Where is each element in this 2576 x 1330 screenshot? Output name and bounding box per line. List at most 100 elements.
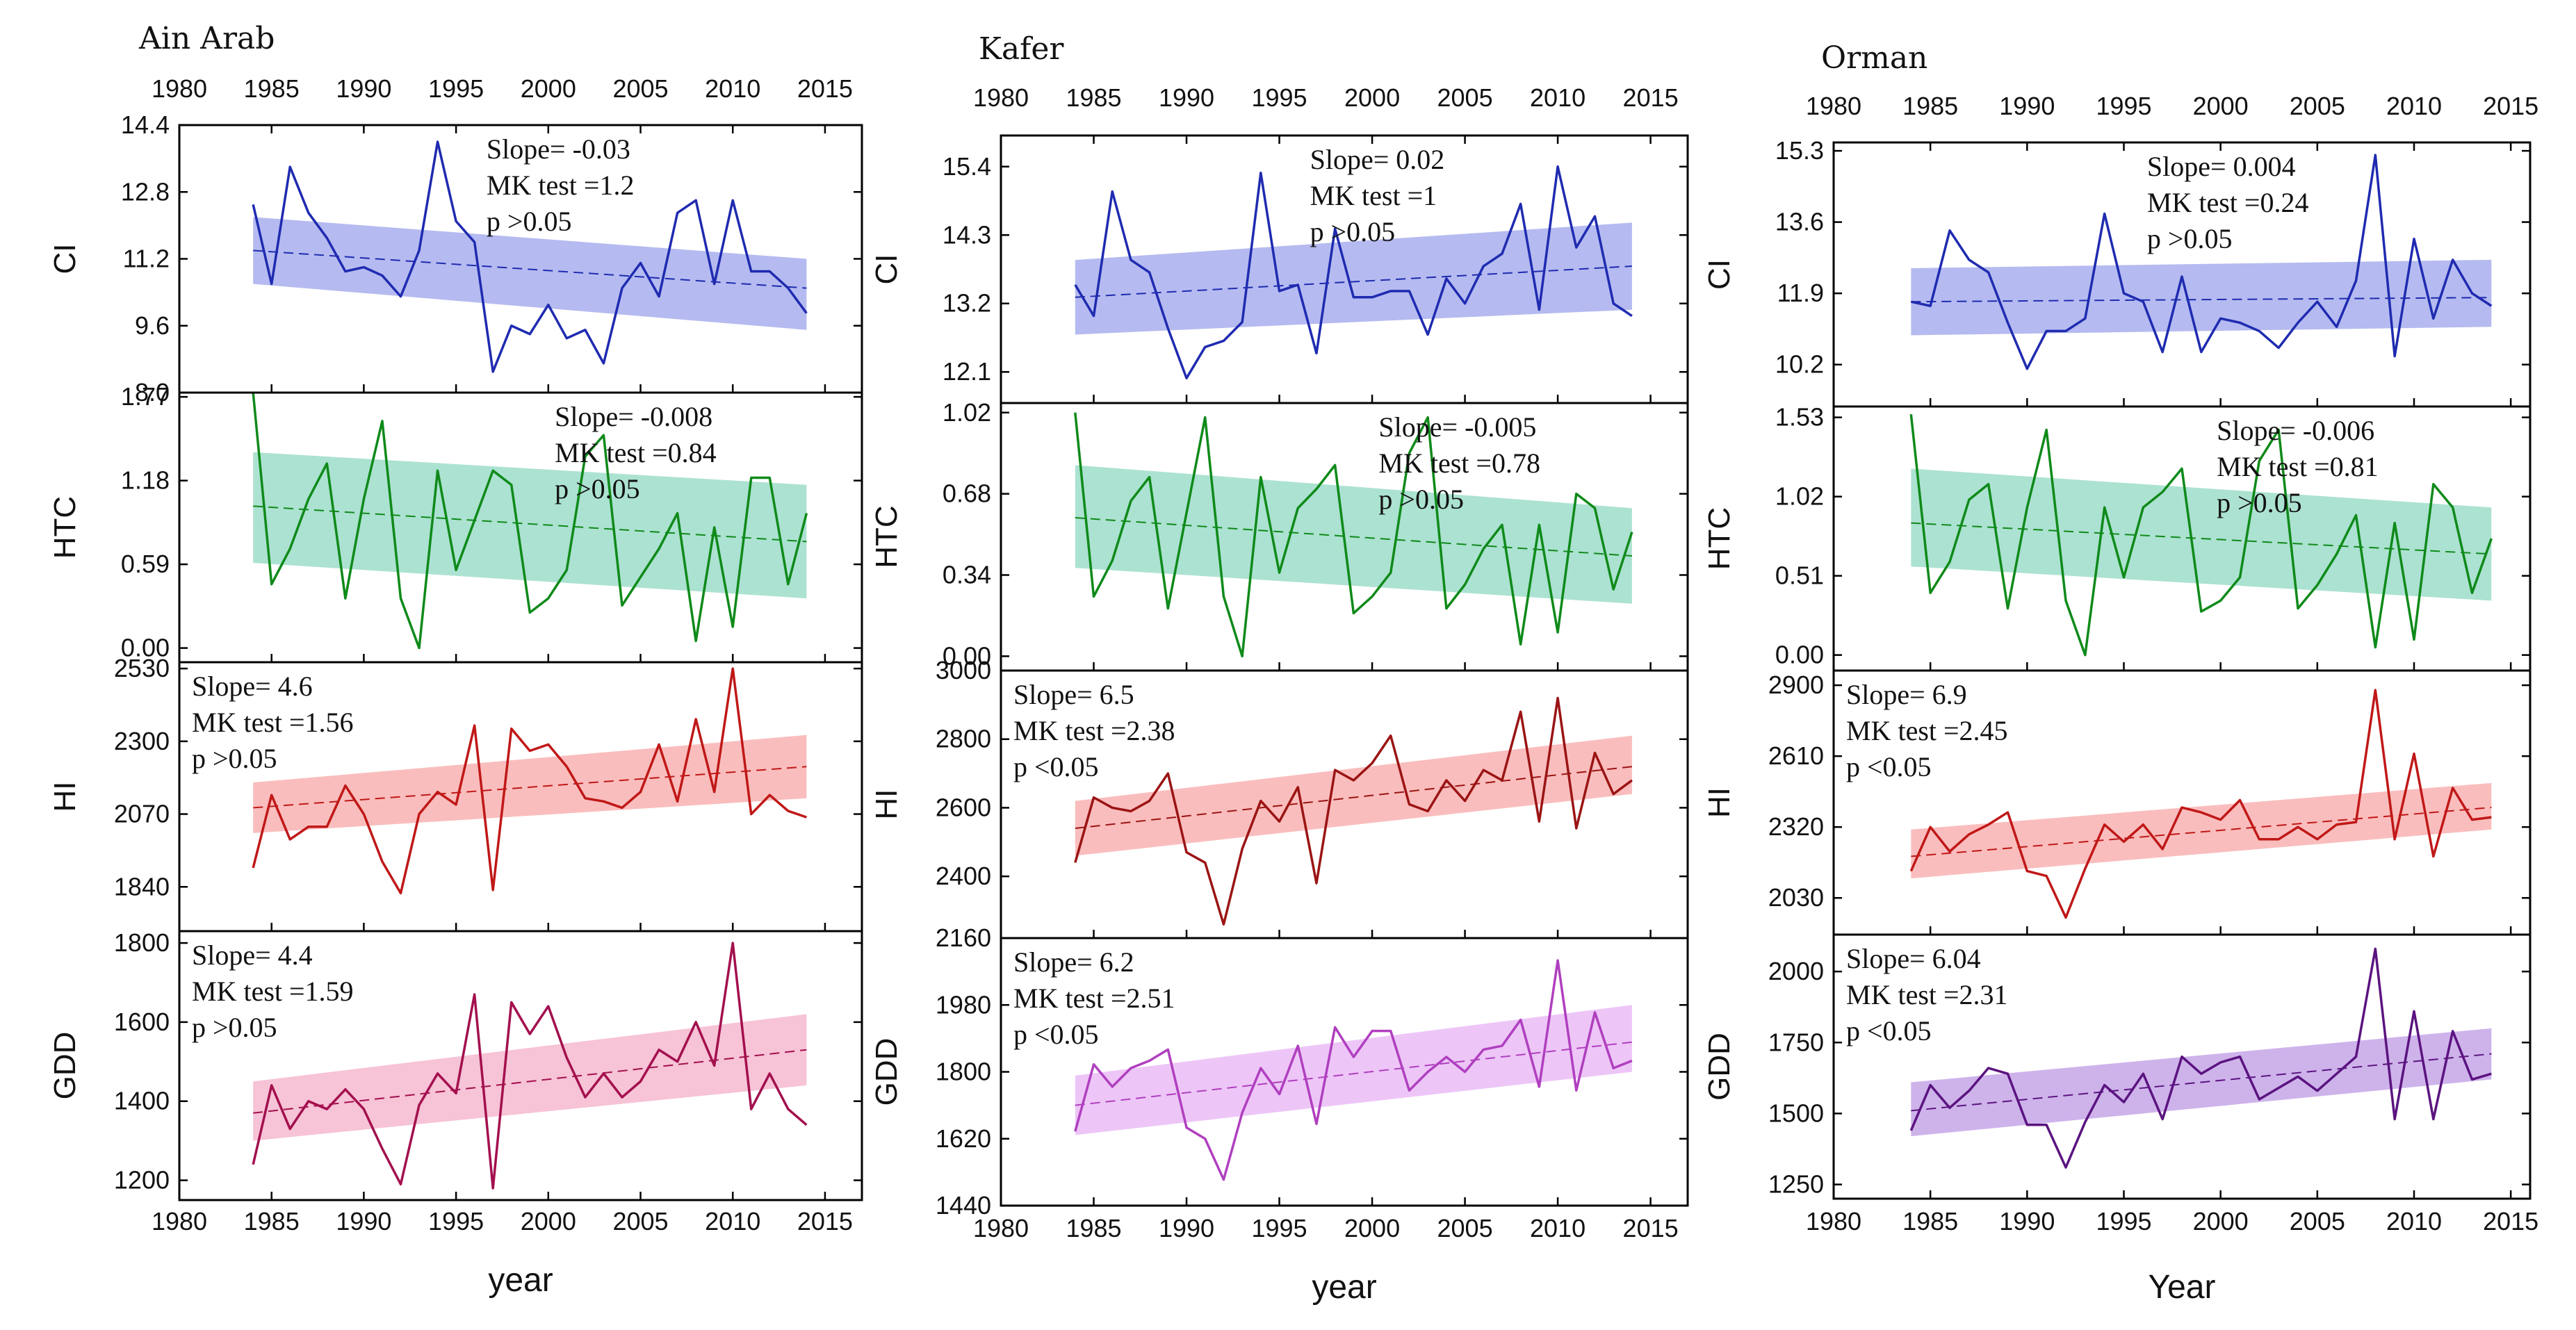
annotation-line: p <0.05 (1013, 751, 1099, 782)
y-axis-label: GDD (48, 1032, 82, 1100)
y-tick-label: 1980 (936, 990, 991, 1019)
x-tick-label: 1980 (973, 83, 1029, 112)
y-tick-label: 1400 (114, 1087, 170, 1115)
y-tick-label: 1600 (114, 1008, 170, 1036)
panel-hi: 2030 2320 2610 2900 HI Slope= 6.9 MK test =2.4… (1702, 669, 2532, 936)
x-tick-label: 2015 (1623, 83, 1679, 112)
x-tick-label: 1985 (1066, 83, 1121, 112)
y-tick-label: 11.9 (1777, 279, 1824, 307)
trend-line (253, 766, 807, 809)
trend-line (1911, 1053, 2492, 1112)
x-tick-label: 1980 (973, 1214, 1029, 1242)
y-tick-label: 0.00 (943, 641, 991, 670)
x-tick-label: 1995 (1251, 1214, 1307, 1242)
y-tick-label: 0.34 (943, 561, 991, 589)
annotation-line: MK test =2.38 (1013, 715, 1175, 746)
x-tick-label: 2015 (797, 1207, 853, 1235)
y-tick-label: 15.3 (1775, 136, 1824, 165)
confidence-band (253, 1014, 807, 1141)
annotation-line: Slope= 6.5 (1013, 679, 1134, 710)
annotation-line: MK test =1.56 (192, 707, 354, 738)
y-tick-label: 12.1 (943, 357, 991, 386)
chart-ain-arab: Ain Arab 1980 1985 1990 1995 2000 2005 2010 2015… (48, 21, 863, 1299)
x-tick-label: 2005 (612, 74, 668, 103)
y-tick-label: 1840 (114, 872, 170, 901)
annotation-line: MK test =0.84 (555, 437, 717, 468)
annotation-line: p >0.05 (1378, 484, 1464, 515)
annotation-line: Slope= 4.4 (192, 939, 313, 971)
confidence-band (253, 217, 807, 330)
y-tick-label: 1800 (114, 928, 170, 957)
x-tick-label: 2000 (2193, 1207, 2249, 1235)
panel-ci: 8.0 9.6 11.2 12.8 14.4 CI Slope= -0.03 MK test … (48, 110, 863, 407)
annotation-line: p >0.05 (192, 743, 277, 774)
top-year-axis: 1980 1985 1990 1995 2000 2005 2010 2015 (973, 83, 1679, 112)
x-tick-label: 2015 (1623, 1214, 1679, 1242)
y-tick-label: 1750 (1768, 1028, 1824, 1056)
trend-line (1075, 766, 1633, 830)
y-axis-label: CI (870, 254, 904, 285)
y-axis-label: HI (48, 782, 82, 812)
confidence-band (1075, 1005, 1632, 1135)
bottom-year-axis: 1980 1985 1990 1995 2000 2005 2010 2015 (152, 1207, 853, 1235)
y-tick-label: 2610 (1768, 741, 1824, 770)
confidence-band (1911, 782, 2492, 879)
annotation-line: p >0.05 (192, 1012, 277, 1043)
x-tick-label: 1990 (1159, 83, 1214, 112)
x-tick-label: 2005 (1437, 1214, 1493, 1242)
confidence-band (1911, 259, 2492, 336)
trend-line (1911, 807, 2492, 857)
annotation-line: Slope= -0.008 (555, 401, 712, 432)
annotation-line: Slope= -0.03 (487, 133, 630, 165)
x-tick-label: 1990 (1999, 1207, 2055, 1235)
x-tick-label: 2010 (1530, 83, 1585, 112)
y-tick-label: 12.8 (121, 177, 170, 206)
bottom-year-axis: 1980 1985 1990 1995 2000 2005 2010 2015 (973, 1214, 1679, 1242)
annotation-line: MK test =2.31 (1846, 979, 2008, 1010)
x-tick-label: 1995 (428, 1207, 484, 1235)
x-tick-label: 1985 (1902, 92, 1958, 120)
annotation-line: MK test =2.45 (1846, 715, 2008, 746)
y-tick-label: 2300 (114, 727, 170, 755)
x-tick-label: 2005 (2290, 1207, 2345, 1235)
series-line (252, 942, 808, 1190)
x-tick-label: 1985 (1066, 1214, 1121, 1242)
x-axis-label: Year (2149, 1269, 2216, 1306)
series-line (1909, 689, 2492, 919)
panel-gdd: 1250 1500 1750 2000 GDD Slope= 6.04 MK test =2… (1702, 933, 2532, 1200)
y-tick-label: 14.4 (121, 110, 170, 139)
top-year-axis: 1980 1985 1990 1995 2000 2005 2010 2015 (1806, 92, 2538, 120)
x-tick-label: 1980 (152, 1207, 207, 1235)
x-tick-label: 2010 (705, 74, 760, 103)
bottom-year-axis: 1980 1985 1990 1995 2000 2005 2010 2015 (1806, 1207, 2538, 1235)
y-tick-label: 0.00 (121, 634, 170, 662)
x-tick-label: 1995 (2096, 92, 2151, 120)
y-tick-label: 2600 (936, 793, 991, 821)
trend-line (1911, 297, 2492, 303)
y-tick-label: 1500 (1768, 1099, 1824, 1127)
site-title: Ain Arab (138, 21, 275, 56)
site-title: Orman (1821, 40, 1927, 76)
x-tick-label: 1995 (1251, 83, 1307, 112)
y-tick-label: 2160 (936, 923, 991, 952)
trend-line (1075, 517, 1632, 557)
x-tick-label: 1985 (244, 74, 300, 103)
annotation-line: p <0.05 (1013, 1019, 1099, 1050)
confidence-band (1075, 735, 1632, 856)
x-tick-label: 2005 (1437, 83, 1493, 112)
annotation-line: p <0.05 (1846, 1015, 1932, 1046)
series-line (1910, 154, 2493, 370)
y-tick-label: 13.6 (1775, 208, 1824, 236)
annotation-line: Slope= 6.04 (1846, 943, 1981, 974)
y-tick-label: 11.2 (123, 245, 170, 273)
y-tick-label: 9.6 (135, 311, 170, 340)
panel-ci: 10.2 11.9 13.6 15.3 CI Slope= 0.004 MK test =0… (1702, 136, 2532, 408)
series-line (1909, 413, 2493, 657)
y-tick-label: 2400 (936, 862, 991, 890)
annotation-line: MK test =1.2 (487, 170, 635, 201)
x-tick-label: 1980 (1806, 92, 1861, 120)
y-tick-label: 1.02 (1775, 482, 1824, 511)
x-tick-label: 2000 (521, 1207, 576, 1235)
